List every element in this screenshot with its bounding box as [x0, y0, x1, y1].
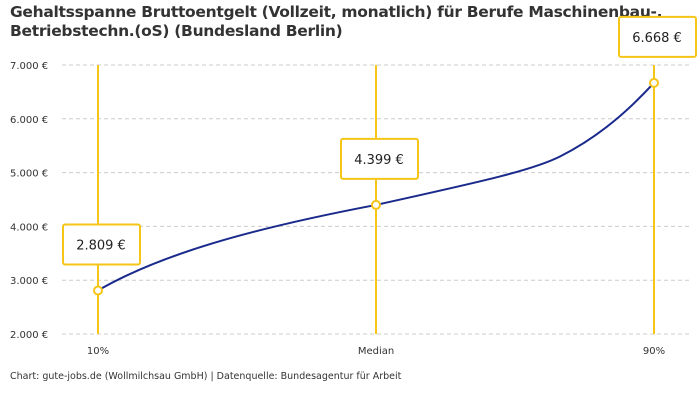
- y-tick-label: 5.000 €: [10, 169, 48, 180]
- data-label: 2.809 €: [76, 238, 126, 253]
- data-label: 4.399 €: [354, 153, 404, 168]
- x-tick-label: 90%: [643, 346, 665, 357]
- salary-line: [97, 82, 655, 292]
- data-label-box: [618, 15, 697, 58]
- x-tick-label: 10%: [87, 346, 109, 357]
- chart-footer: Chart: gute-jobs.de (Wollmilchsau GmbH) …: [10, 371, 402, 382]
- data-point: [371, 199, 381, 210]
- y-tick-label: 3.000 €: [10, 276, 48, 287]
- data-label: 6.668 €: [632, 31, 682, 46]
- data-label-box: [340, 137, 419, 180]
- y-tick-label: 4.000 €: [10, 222, 48, 233]
- y-tick-label: 2.000 €: [10, 330, 48, 341]
- x-tick-label: Median: [358, 346, 394, 357]
- data-point: [649, 77, 659, 88]
- y-tick-label: 6.000 €: [10, 115, 48, 126]
- y-tick-label: 7.000 €: [10, 61, 48, 72]
- data-label-box: [62, 223, 141, 266]
- chart-title: Gehaltsspanne Bruttoentgelt (Vollzeit, m…: [10, 3, 663, 40]
- data-point: [93, 285, 103, 296]
